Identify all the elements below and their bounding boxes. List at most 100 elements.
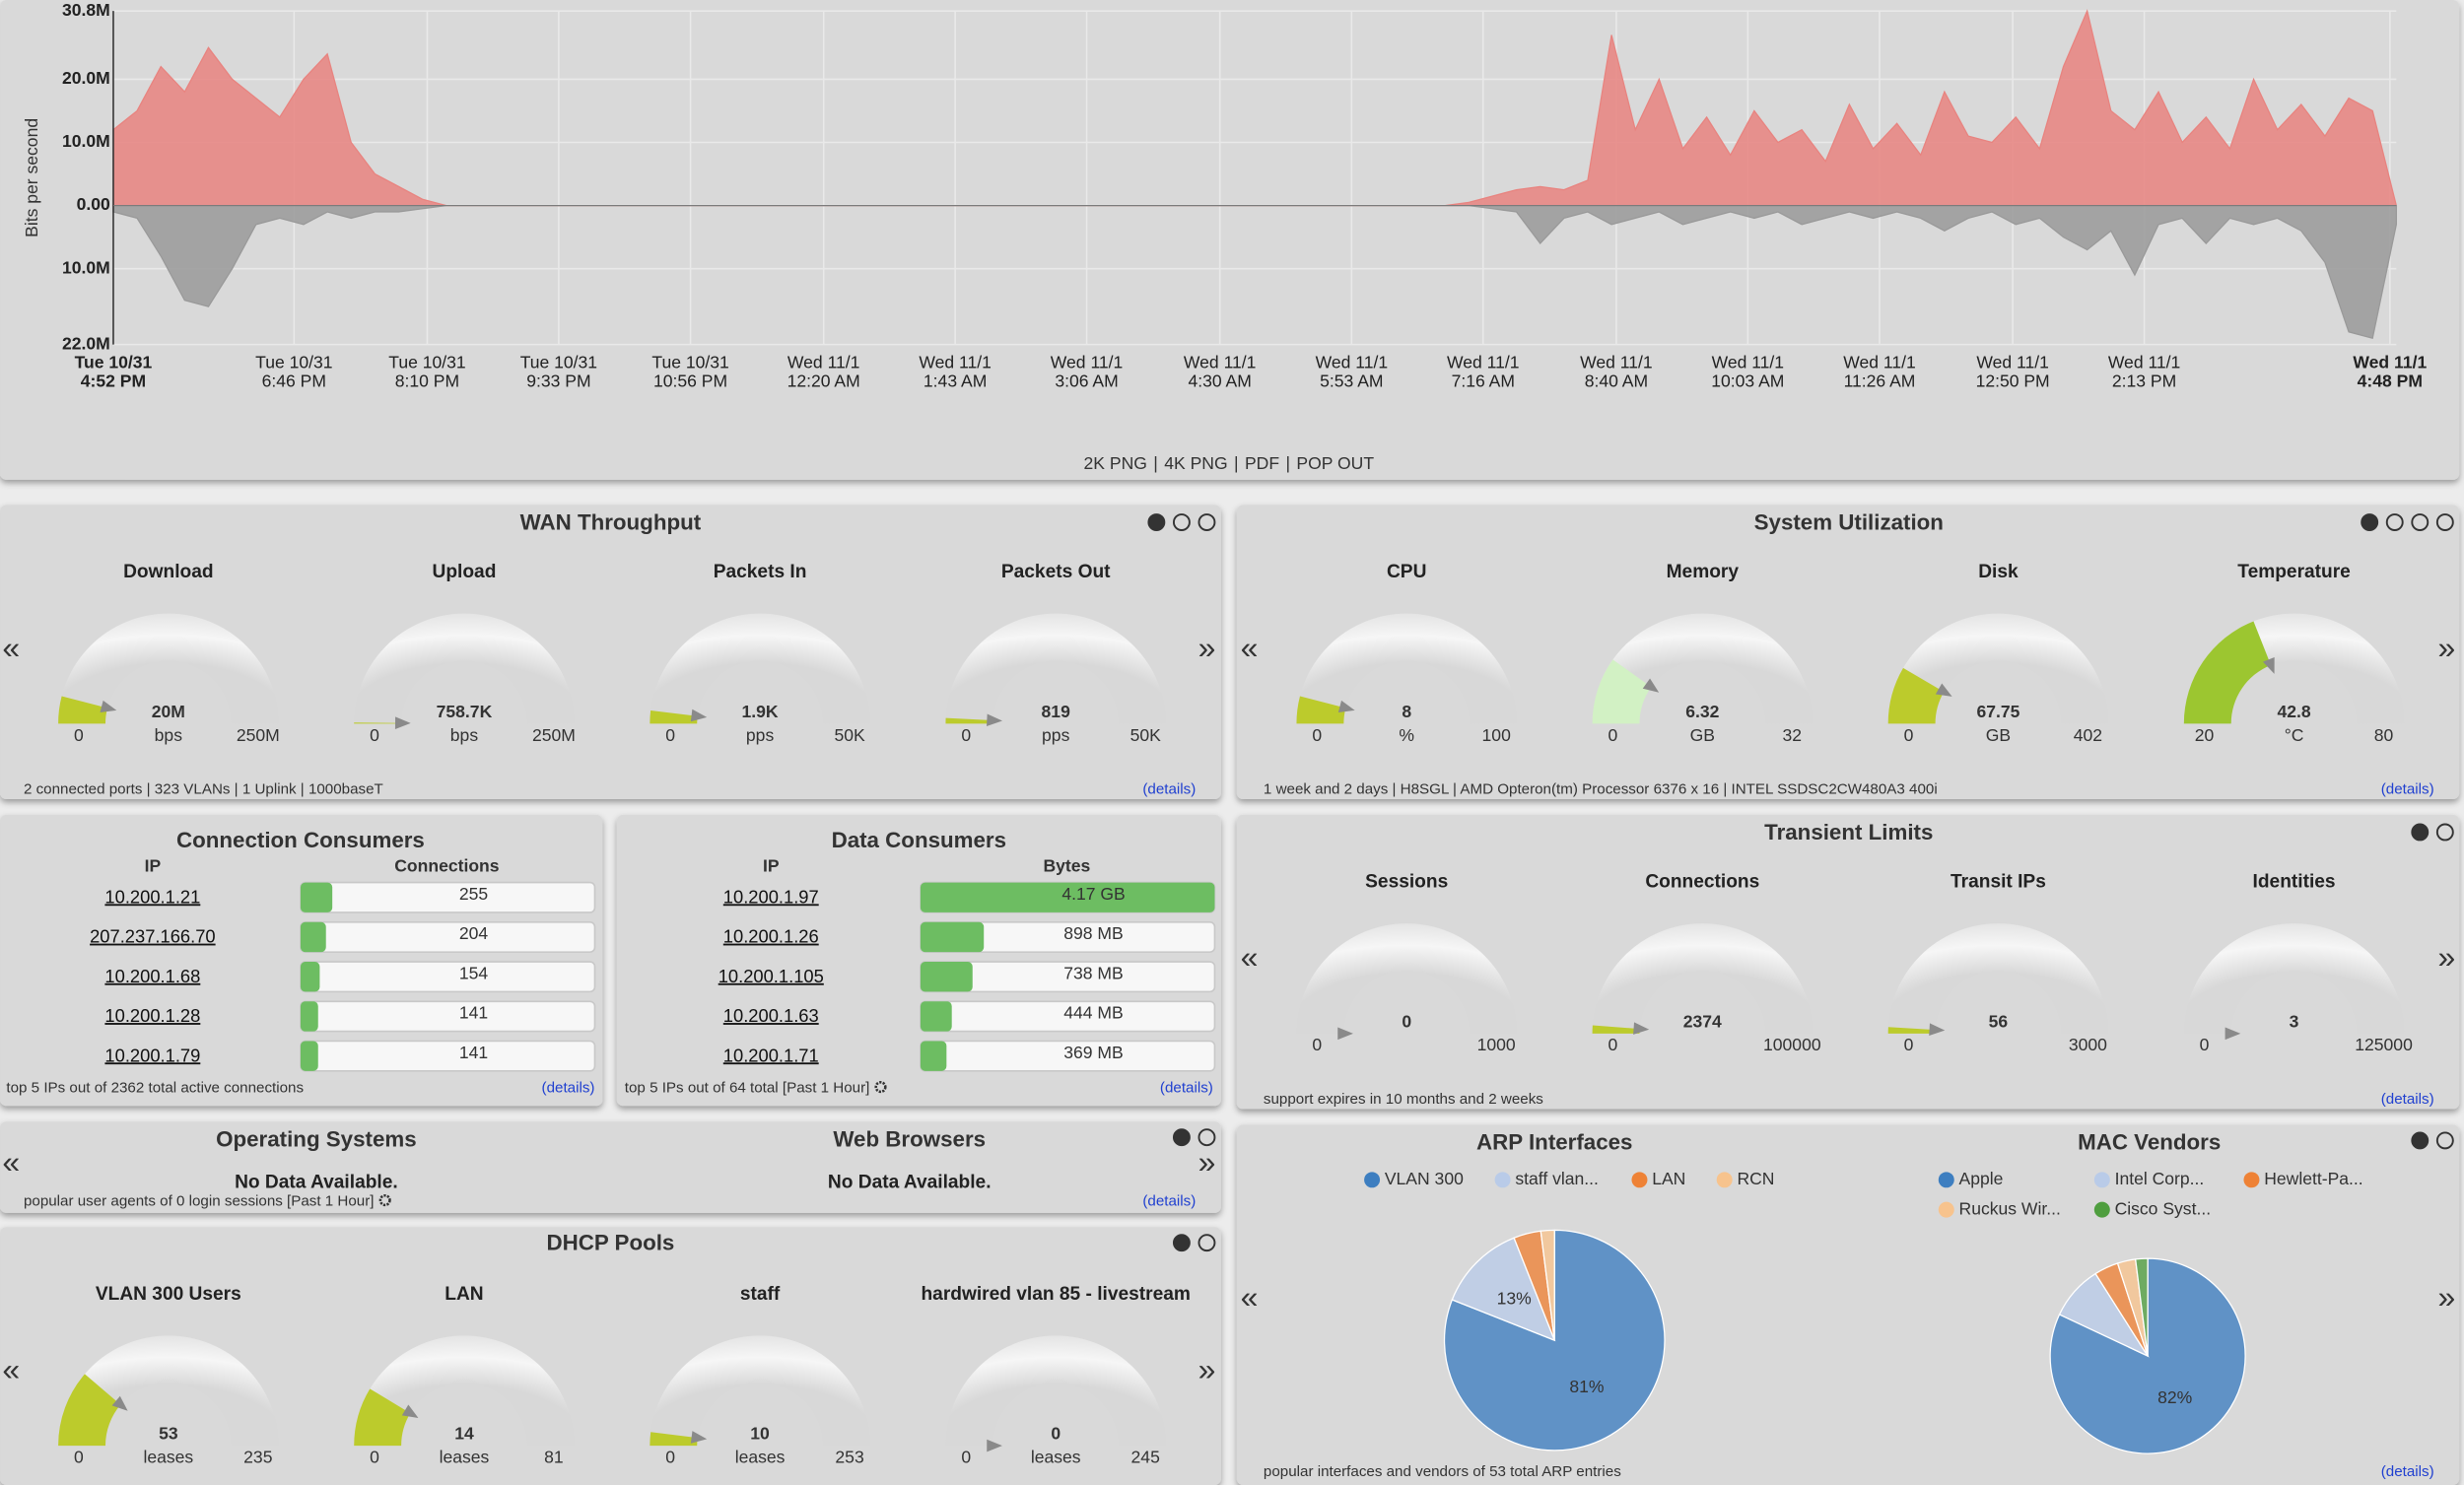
gauge-value: 67.75 — [1976, 702, 2019, 721]
export-link[interactable]: POP OUT — [1296, 453, 1374, 473]
export-link[interactable]: 2K PNG — [1084, 453, 1147, 473]
gauge-max: 402 — [2074, 725, 2102, 745]
dot[interactable] — [1198, 513, 1216, 531]
x-tick-label: 9:33 PM — [526, 371, 590, 391]
ip-link[interactable]: 207.237.166.70 — [90, 926, 216, 947]
y-axis-label: Bits per second — [22, 118, 41, 237]
prev-arrow[interactable]: « — [1241, 1279, 1259, 1315]
dot[interactable] — [2411, 823, 2430, 842]
prev-arrow[interactable]: « — [2, 1144, 20, 1180]
dot[interactable] — [2385, 513, 2404, 531]
details-link[interactable]: (details) — [2381, 1091, 2434, 1108]
next-arrow[interactable]: » — [2438, 1279, 2456, 1315]
legend-label[interactable]: Cisco Syst... — [2115, 1198, 2212, 1218]
gauge-value: 10 — [750, 1424, 770, 1444]
legend-swatch[interactable] — [1938, 1172, 1954, 1188]
dot[interactable] — [1172, 513, 1191, 531]
legend-swatch[interactable] — [1631, 1172, 1648, 1188]
ip-link[interactable]: 10.200.1.26 — [723, 926, 819, 947]
gear-icon[interactable] — [378, 1193, 391, 1207]
gauge-track — [1592, 613, 1814, 724]
gear-icon[interactable] — [874, 1081, 887, 1094]
next-arrow[interactable]: » — [2438, 939, 2456, 975]
export-link[interactable]: 4K PNG — [1164, 453, 1227, 473]
legend-swatch[interactable] — [2243, 1172, 2260, 1188]
bar-label: 204 — [459, 923, 489, 943]
dot[interactable] — [1198, 1128, 1216, 1147]
x-tick-label: 10:56 PM — [653, 371, 727, 391]
dot[interactable] — [1147, 513, 1166, 531]
panel-footer: 1 week and 2 days | H8SGL | AMD Opteron(… — [1264, 780, 1938, 797]
gauge-max: 125000 — [2355, 1035, 2413, 1054]
gauge-max: 3000 — [2069, 1035, 2107, 1054]
prev-arrow[interactable]: « — [1241, 939, 1259, 975]
details-link[interactable]: (details) — [1160, 1080, 1213, 1097]
export-link[interactable]: PDF — [1245, 453, 1279, 473]
ip-link[interactable]: 10.200.1.21 — [104, 886, 200, 907]
dot[interactable] — [1172, 1234, 1191, 1252]
x-tick-label: 4:30 AM — [1188, 371, 1251, 391]
legend-swatch[interactable] — [1716, 1172, 1733, 1188]
gauge-min: 0 — [665, 725, 675, 745]
legend-label[interactable]: Apple — [1959, 1169, 2004, 1188]
gauge-unit: bps — [155, 725, 183, 745]
dot[interactable] — [1198, 1234, 1216, 1252]
legend-swatch[interactable] — [1494, 1172, 1511, 1188]
gauge-value: 3 — [2290, 1011, 2299, 1031]
bar-label: 255 — [459, 884, 489, 904]
legend-swatch[interactable] — [1938, 1201, 1954, 1218]
gauge-track — [1887, 613, 2109, 724]
x-tick-label: Wed 11/1 — [1712, 352, 1785, 371]
gauge-title: CPU — [1387, 562, 1426, 582]
details-link[interactable]: (details) — [2381, 1463, 2434, 1480]
legend-label[interactable]: VLAN 300 — [1385, 1169, 1464, 1188]
legend-swatch[interactable] — [2093, 1201, 2110, 1218]
ip-link[interactable]: 10.200.1.63 — [723, 1005, 819, 1026]
legend-label[interactable]: Intel Corp... — [2115, 1169, 2205, 1188]
details-link[interactable]: (details) — [1142, 1193, 1196, 1210]
x-tick-label: Wed 11/1 — [1316, 352, 1389, 371]
legend-label[interactable]: staff vlan... — [1515, 1169, 1599, 1188]
ip-link[interactable]: 10.200.1.28 — [104, 1005, 200, 1026]
dot[interactable] — [2411, 1131, 2430, 1150]
dot[interactable] — [2435, 823, 2454, 842]
gauge-min: 0 — [74, 725, 84, 745]
gauge-title: hardwired vlan 85 - livestream — [921, 1284, 1190, 1305]
dot[interactable] — [2435, 1131, 2454, 1150]
ip-link[interactable]: 10.200.1.79 — [104, 1045, 200, 1065]
gauge-min: 0 — [961, 725, 971, 745]
next-arrow[interactable]: » — [1198, 1351, 1216, 1386]
gauge-value: 42.8 — [2277, 702, 2310, 721]
legend-swatch[interactable] — [2093, 1172, 2110, 1188]
gauge-needle — [401, 1404, 419, 1419]
prev-arrow[interactable]: « — [2, 1351, 20, 1386]
next-arrow[interactable]: » — [1198, 630, 1216, 665]
details-link[interactable]: (details) — [2381, 780, 2434, 797]
gauge-max: 235 — [243, 1448, 273, 1467]
next-arrow[interactable]: » — [2438, 630, 2456, 665]
ip-link[interactable]: 10.200.1.71 — [723, 1045, 819, 1065]
prev-arrow[interactable]: « — [2, 630, 20, 665]
details-link[interactable]: (details) — [1142, 780, 1196, 797]
dot[interactable] — [2361, 513, 2379, 531]
panel-title: System Utilization — [1754, 510, 1944, 535]
details-link[interactable]: (details) — [542, 1080, 595, 1097]
legend-swatch[interactable] — [1364, 1172, 1381, 1188]
legend-label[interactable]: Hewlett-Pa... — [2264, 1169, 2362, 1188]
x-tick-label: 2:13 PM — [2112, 371, 2176, 391]
dot[interactable] — [2435, 513, 2454, 531]
legend-label[interactable]: Ruckus Wir... — [1959, 1198, 2061, 1218]
ip-link[interactable]: 10.200.1.105 — [719, 966, 824, 986]
x-tick-label: Wed 11/1 — [1184, 352, 1257, 371]
prev-arrow[interactable]: « — [1241, 630, 1259, 665]
gauge-title: Upload — [433, 562, 497, 582]
ip-link[interactable]: 10.200.1.68 — [104, 966, 200, 986]
legend-label[interactable]: RCN — [1737, 1169, 1774, 1188]
dot[interactable] — [2411, 513, 2430, 531]
gauge-unit: % — [1399, 725, 1414, 745]
dot[interactable] — [1172, 1128, 1191, 1147]
next-arrow[interactable]: » — [1198, 1144, 1216, 1180]
ip-link[interactable]: 10.200.1.97 — [723, 886, 819, 907]
legend-label[interactable]: LAN — [1652, 1169, 1685, 1188]
